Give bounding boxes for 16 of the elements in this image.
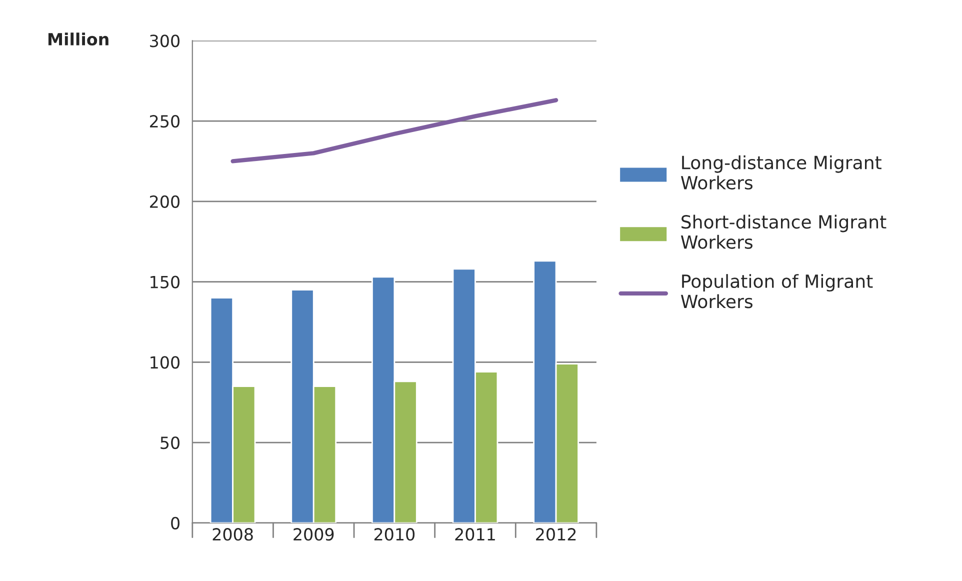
x-tick-label: 2009 [294,528,334,541]
y-tick-label: 150 [150,276,180,288]
y-tick-label: 200 [150,195,180,208]
y-tick-label: 300 [150,34,180,48]
y-tick-label: 50 [160,436,180,450]
y-tick-label: 250 [150,115,180,128]
x-tick-label: 2011 [455,528,495,541]
x-tick-label: 2008 [212,528,253,541]
y-tick-label: 100 [150,356,180,369]
x-tick-label: 2012 [536,528,576,541]
y-tick-label: 0 [171,516,180,530]
y-axis-title: Million [48,32,108,46]
legend-label: Long-distance Migrant Workers [680,155,882,190]
x-tick-label: 2010 [374,528,415,541]
legend-label: Population of Migrant Workers [680,274,873,308]
legend-label: Short-distance Migrant Workers [680,214,886,249]
